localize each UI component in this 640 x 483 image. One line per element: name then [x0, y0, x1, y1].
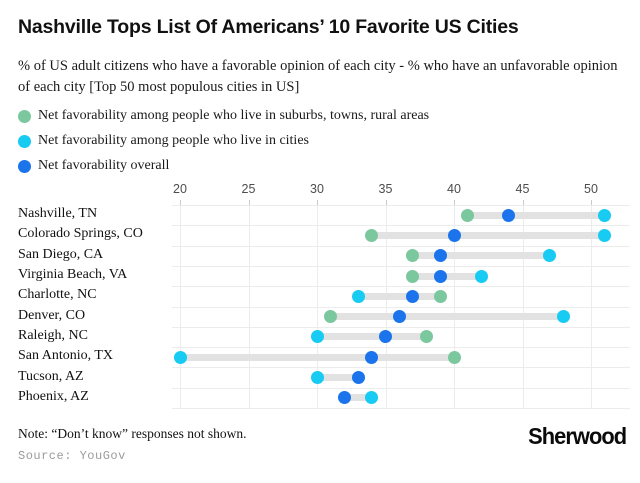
- row-label: San Diego, CA: [18, 246, 104, 262]
- dot-suburbs: [324, 310, 338, 324]
- gridline-horizontal: [172, 205, 630, 206]
- sherwood-logo: Sherwood: [527, 423, 627, 449]
- dumbbell-bar: [180, 353, 454, 361]
- gridline-horizontal: [172, 306, 630, 308]
- gridline-horizontal: [172, 225, 630, 227]
- dot-overall: [365, 350, 379, 364]
- dot-cities: [173, 350, 187, 364]
- legend-overall-dot-icon: [18, 159, 31, 173]
- dot-cities: [557, 310, 571, 324]
- axis-tick: [522, 200, 524, 205]
- axis-tick-label: 35: [378, 182, 393, 196]
- axis-tick-label: 25: [241, 182, 256, 196]
- row-label: Tucson, AZ: [18, 368, 84, 384]
- gridline-horizontal: [172, 265, 630, 267]
- dot-overall: [337, 391, 351, 405]
- dot-suburbs: [433, 289, 447, 303]
- gridline-horizontal: [172, 245, 630, 247]
- dot-cities: [474, 269, 488, 283]
- legend-item-overall: Net favorability overall: [18, 157, 429, 175]
- dot-overall: [392, 310, 406, 324]
- dot-suburbs: [447, 350, 461, 364]
- dot-cities: [351, 289, 365, 303]
- dot-overall: [433, 249, 447, 263]
- dumbbell-bar: [344, 394, 372, 402]
- row-label: Raleigh, NC: [18, 327, 88, 343]
- dot-overall: [351, 371, 365, 385]
- source-credit: Source: YouGov: [18, 449, 126, 463]
- dot-cities: [310, 330, 324, 344]
- dot-suburbs: [420, 330, 434, 344]
- legend-label: Net favorability among people who live i…: [38, 108, 430, 123]
- row-label: Colorado Springs, CO: [18, 226, 143, 242]
- gridline-horizontal: [172, 326, 630, 328]
- axis-tick: [385, 200, 387, 205]
- dot-suburbs: [406, 269, 420, 283]
- axis-tick-label: 40: [447, 182, 461, 196]
- row-label: Denver, CO: [18, 307, 86, 323]
- dot-overall: [379, 330, 392, 344]
- dot-cities: [365, 391, 379, 405]
- axis-tick-label: 50: [584, 182, 598, 196]
- dot-plot-chart: 20 25 30 35 40 45 50 Nashville, TN Colorado Spri…: [0, 182, 640, 412]
- dot-overall: [502, 208, 516, 222]
- axis-tick: [317, 200, 318, 205]
- legend-label: Net favorability overall: [38, 158, 170, 173]
- dot-cities: [598, 228, 612, 242]
- dumbbell-bar: [467, 211, 605, 219]
- axis-tick: [180, 200, 181, 205]
- row-label: Nashville, TN: [18, 206, 98, 222]
- dot-suburbs: [365, 228, 379, 242]
- dot-cities: [598, 208, 612, 222]
- dumbbell-bar: [412, 252, 550, 260]
- footnote: Note: “Don’t know” responses not shown.: [18, 426, 247, 441]
- dot-overall: [406, 289, 420, 303]
- row-label: Virginia Beach, VA: [18, 267, 128, 283]
- dot-suburbs: [461, 208, 475, 222]
- axis-tick-label: 30: [310, 182, 324, 196]
- dot-suburbs: [406, 249, 420, 263]
- dumbbell-bar: [371, 231, 605, 239]
- row-label: San Antonio, TX: [18, 348, 114, 364]
- dot-cities: [310, 371, 324, 385]
- gridline-horizontal: [172, 286, 630, 288]
- dumbbell-bar: [330, 313, 564, 321]
- axis-tick-label: 20: [173, 182, 187, 196]
- legend-label: Net favorability among people who live i…: [38, 133, 309, 148]
- dumbbell-bar: [358, 292, 441, 300]
- gridline-horizontal: [172, 408, 630, 409]
- axis-tick: [248, 200, 250, 205]
- dumbbell-bar: [317, 333, 427, 341]
- row-label: Charlotte, NC: [18, 287, 97, 303]
- chart-title: Nashville Tops List Of Americans’ 10 Fav…: [18, 16, 519, 38]
- legend-item-suburbs: Net favorability among people who live i…: [18, 107, 429, 125]
- gridline-horizontal: [172, 387, 630, 389]
- dot-overall: [433, 269, 447, 283]
- legend-cities-dot-icon: [18, 134, 31, 148]
- legend-suburbs-dot-icon: [18, 109, 31, 123]
- dot-overall: [447, 228, 461, 242]
- row-label: Phoenix, AZ: [18, 388, 89, 404]
- axis-tick: [454, 200, 455, 205]
- dot-cities: [543, 249, 557, 263]
- chart-subtitle: % of US adult citizens who have a favora…: [18, 58, 618, 96]
- axis-tick-label: 45: [515, 182, 530, 196]
- gridline-horizontal: [172, 367, 630, 369]
- gridline-horizontal: [172, 347, 630, 349]
- legend: Net favorability among people who live i…: [18, 107, 429, 182]
- dumbbell-bar: [412, 272, 482, 280]
- legend-item-cities: Net favorability among people who live i…: [18, 132, 429, 150]
- dumbbell-bar: [317, 374, 359, 382]
- axis-tick: [591, 200, 592, 205]
